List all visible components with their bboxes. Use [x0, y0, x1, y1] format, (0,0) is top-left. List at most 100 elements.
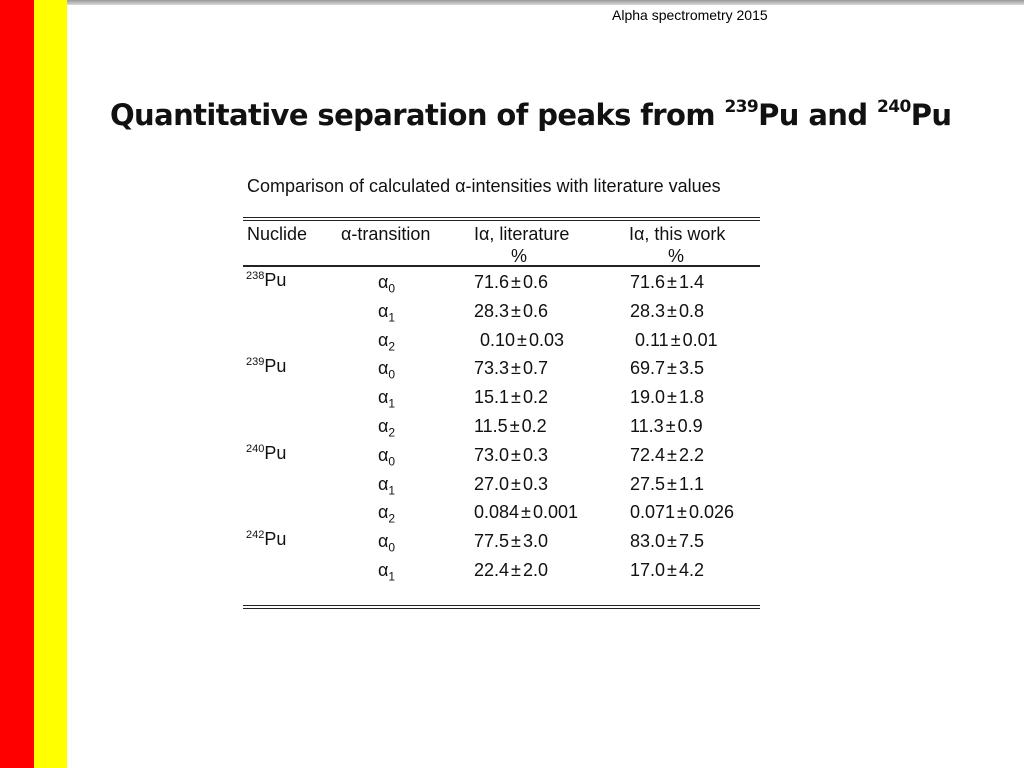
this-work-error: 0.8	[678, 301, 704, 321]
cell-transition: α2	[378, 502, 395, 526]
header-transition: α-transition	[341, 224, 431, 244]
cell-transition: α0	[378, 272, 395, 296]
transition-alpha: α	[378, 445, 389, 465]
cell-transition: α0	[378, 358, 395, 382]
plus-minus: ±	[511, 531, 521, 551]
cell-literature: 11.5 ±0.2	[474, 416, 547, 437]
transition-alpha: α	[378, 531, 389, 551]
transition-alpha: α	[378, 474, 389, 494]
this-work-value: 0.071	[630, 502, 676, 522]
plus-minus: ±	[667, 531, 677, 551]
transition-index: 2	[388, 511, 396, 526]
cell-this-work: 69.7 ±3.5	[630, 358, 704, 379]
header-this-work: Iα, this work	[629, 224, 726, 244]
cell-this-work: 71.6 ±1.4	[630, 272, 704, 293]
slide-title: Quantitative separation of peaks from 23…	[110, 97, 952, 132]
nuclide-mass: 239	[246, 356, 265, 368]
title-iso1: 239	[724, 97, 759, 118]
plus-minus: ±	[509, 416, 520, 436]
transition-index: 2	[388, 425, 396, 440]
title-iso2: 240	[877, 97, 911, 118]
literature-error: 0.03	[528, 330, 564, 350]
literature-value: 27.0	[474, 474, 510, 494]
cell-transition: α0	[378, 531, 395, 555]
header-note: Alpha spectrometry 2015	[612, 7, 768, 23]
transition-alpha: α	[378, 502, 389, 522]
this-work-error: 2.2	[678, 445, 704, 465]
plus-minus: ±	[517, 330, 527, 350]
plus-minus: ±	[667, 301, 677, 321]
cell-transition: α2	[378, 330, 395, 354]
literature-error: 0.3	[522, 474, 548, 494]
cell-literature: 28.3 ±0.6	[474, 301, 548, 322]
cell-this-work: 28.3 ±0.8	[630, 301, 704, 322]
this-work-value: 71.6	[630, 272, 666, 292]
plus-minus: ±	[667, 474, 677, 494]
literature-value: 22.4	[474, 560, 510, 580]
nuclide-element: Pu	[264, 529, 287, 549]
plus-minus: ±	[511, 445, 521, 465]
scanned-table: Comparison of calculated α-intensities w…	[238, 158, 804, 642]
this-work-error: 0.01	[682, 330, 718, 350]
header-literature-unit: %	[511, 246, 528, 266]
this-work-error: 0.026	[688, 502, 734, 522]
transition-index: 2	[388, 339, 396, 354]
table-rule-header	[243, 265, 760, 267]
cell-this-work: 27.5 ±1.1	[630, 474, 704, 495]
this-work-error: 1.4	[678, 272, 704, 292]
this-work-error: 1.8	[678, 387, 704, 407]
this-work-value: 69.7	[630, 358, 666, 378]
header-nuclide: Nuclide	[247, 224, 308, 244]
literature-error: 3.0	[522, 531, 548, 551]
literature-value: 15.1	[474, 387, 510, 407]
nuclide-mass: 242	[246, 529, 265, 541]
literature-error: 0.2	[522, 387, 548, 407]
cell-literature: 0.084 ±0.001	[474, 502, 578, 523]
plus-minus: ±	[665, 416, 676, 436]
cell-literature: 73.0 ±0.3	[474, 445, 548, 466]
this-work-value: 27.5	[630, 474, 666, 494]
cell-transition: α2	[378, 416, 395, 440]
plus-minus: ±	[667, 560, 677, 580]
plus-minus: ±	[667, 445, 677, 465]
top-divider	[67, 0, 1024, 5]
header-literature: Iα, literature	[474, 224, 570, 244]
nuclide-mass: 240	[246, 443, 265, 455]
literature-value: 28.3	[474, 301, 510, 321]
transition-index: 0	[388, 454, 396, 469]
transition-alpha: α	[378, 301, 389, 321]
literature-value: 73.0	[474, 445, 510, 465]
cell-this-work: 83.0 ±7.5	[630, 531, 704, 552]
table-rule-bottom	[243, 605, 760, 609]
transition-alpha: α	[378, 387, 389, 407]
cell-literature: 0.10 ±0.03	[480, 330, 564, 351]
table-caption: Comparison of calculated α-intensities w…	[247, 176, 721, 196]
cell-literature: 15.1 ±0.2	[474, 387, 548, 408]
cell-literature: 73.3 ±0.7	[474, 358, 548, 379]
transition-index: 0	[388, 281, 396, 296]
left-yellow-bar	[34, 0, 67, 768]
cell-transition: α1	[378, 560, 395, 584]
this-work-value: 19.0	[630, 387, 666, 407]
transition-index: 1	[388, 483, 396, 498]
transition-index: 1	[388, 396, 396, 411]
transition-alpha: α	[378, 330, 389, 350]
this-work-value: 17.0	[630, 560, 666, 580]
literature-error: 0.3	[522, 445, 548, 465]
transition-index: 0	[388, 367, 396, 382]
plus-minus: ±	[511, 358, 521, 378]
cell-nuclide: 238Pu	[246, 270, 286, 291]
cell-transition: α1	[378, 301, 395, 325]
literature-error: 0.001	[532, 502, 578, 522]
nuclide-element: Pu	[264, 270, 287, 290]
plus-minus: ±	[511, 272, 521, 292]
table-rule-top	[243, 217, 760, 221]
cell-transition: α1	[378, 387, 395, 411]
this-work-value: 72.4	[630, 445, 666, 465]
plus-minus: ±	[667, 358, 677, 378]
cell-literature: 71.6 ±0.6	[474, 272, 548, 293]
literature-value: 0.084	[474, 502, 520, 522]
plus-minus: ±	[511, 301, 521, 321]
cell-literature: 27.0 ±0.3	[474, 474, 548, 495]
this-work-error: 3.5	[678, 358, 704, 378]
